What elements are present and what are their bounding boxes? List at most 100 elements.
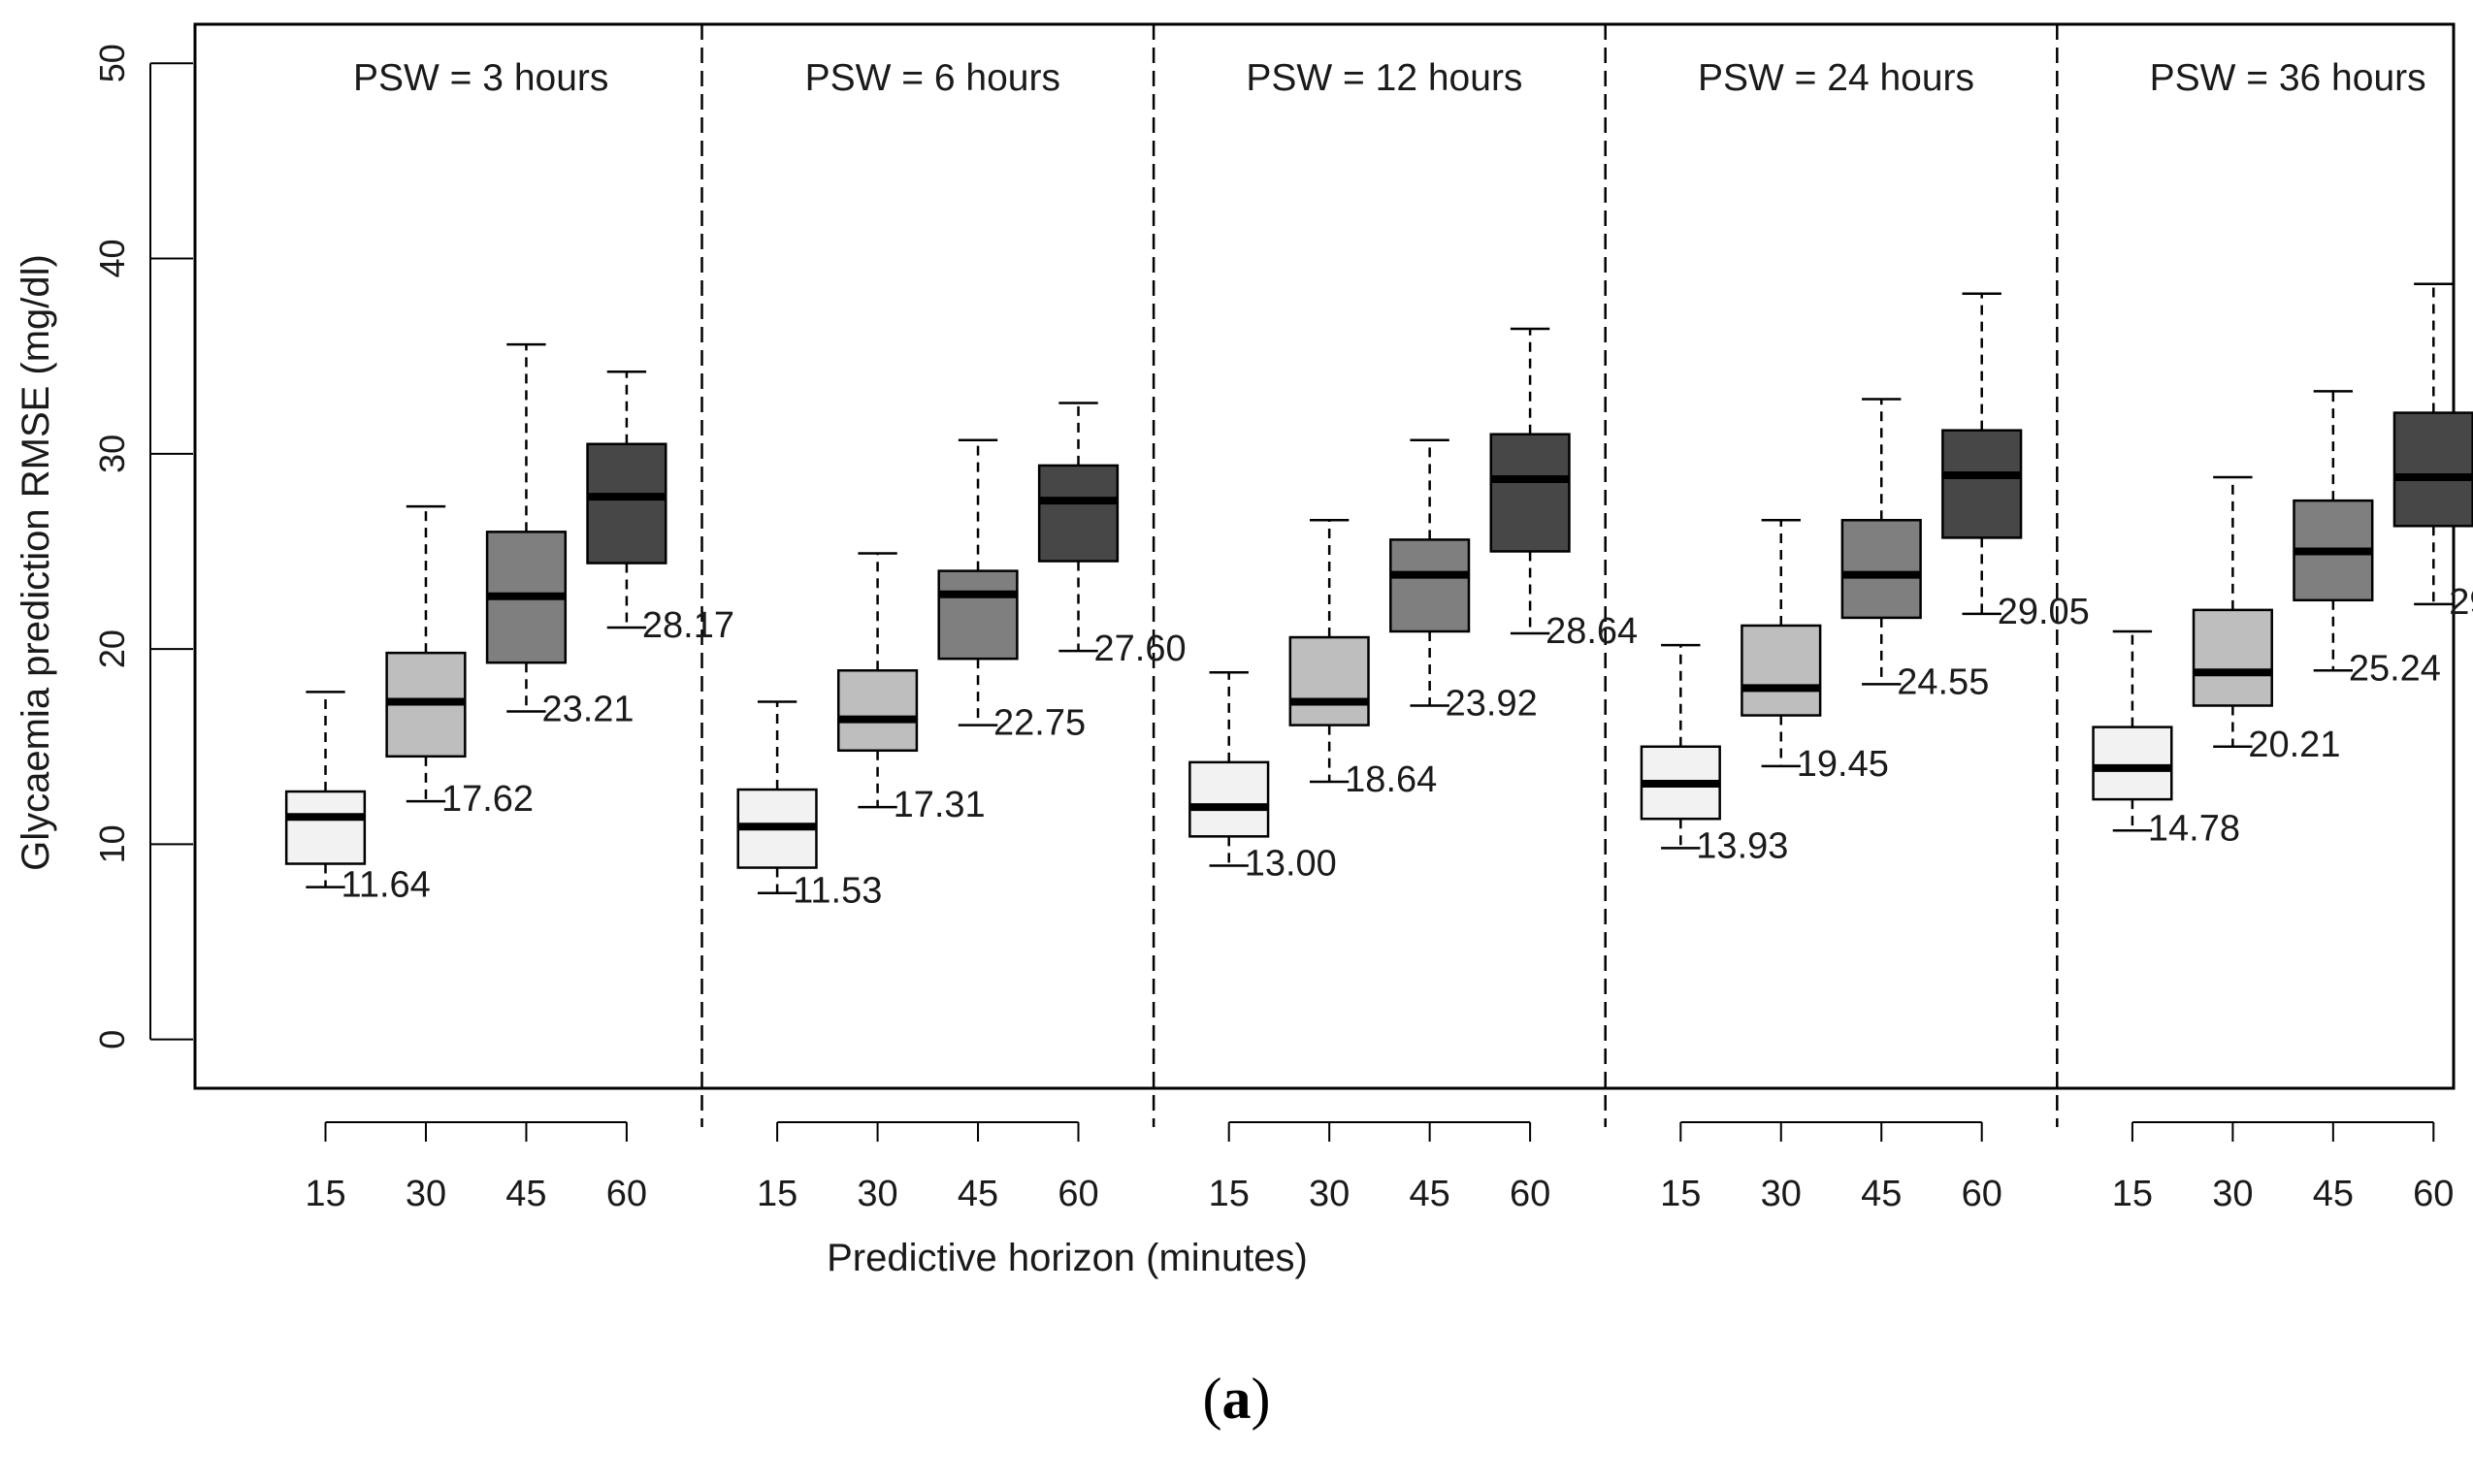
value-label: 20.21 bbox=[2248, 725, 2340, 765]
box-body bbox=[2392, 411, 2473, 528]
box-psw2-h60: 27.60 bbox=[1037, 402, 1187, 669]
value-label: 11.53 bbox=[793, 871, 882, 912]
x-tick-label: 60 bbox=[1510, 1174, 1550, 1214]
value-label: 23.21 bbox=[541, 690, 634, 730]
x-tick-label: 60 bbox=[606, 1174, 647, 1214]
value-label: 28.64 bbox=[1546, 611, 1638, 652]
box-body bbox=[1389, 538, 1471, 633]
y-tick-label: 30 bbox=[92, 435, 132, 473]
box-psw3-h30: 18.64 bbox=[1288, 519, 1437, 800]
plot-frame bbox=[193, 22, 2456, 1090]
box-body bbox=[2092, 726, 2173, 801]
box-psw4-h30: 19.45 bbox=[1741, 519, 1889, 785]
value-label: 19.45 bbox=[1797, 744, 1889, 785]
panel-dividers bbox=[700, 24, 2059, 1127]
value-label: 27.60 bbox=[1094, 629, 1187, 669]
x-tick-label: 45 bbox=[2313, 1174, 2354, 1214]
x-tick-label: 60 bbox=[1058, 1174, 1098, 1214]
box-psw4-h45: 24.55 bbox=[1840, 398, 1989, 702]
panel-title: PSW = 3 hours bbox=[353, 57, 608, 99]
value-label: 28.17 bbox=[642, 605, 734, 646]
x-tick-label: 45 bbox=[958, 1174, 998, 1214]
panel-title: PSW = 12 hours bbox=[1246, 57, 1522, 99]
y-tick-label: 10 bbox=[92, 824, 132, 863]
box-body bbox=[1489, 433, 1571, 553]
box-body bbox=[1741, 624, 1822, 717]
x-tick-label: 60 bbox=[1962, 1174, 2002, 1214]
x-tick-label: 45 bbox=[1861, 1174, 1902, 1214]
box-body bbox=[284, 790, 367, 865]
panel-title: PSW = 36 hours bbox=[2150, 57, 2426, 99]
box-psw1-h30: 17.62 bbox=[385, 504, 534, 820]
box-body bbox=[1941, 429, 2023, 539]
x-tick-label: 45 bbox=[505, 1174, 546, 1214]
box-psw5-h60: 29.68 bbox=[2392, 282, 2473, 623]
box-psw1-h60: 28.17 bbox=[586, 371, 734, 646]
y-tick-label: 50 bbox=[92, 44, 132, 82]
x-tick-label: 30 bbox=[1309, 1174, 1350, 1214]
x-axis-label: Predictive horizon (minutes) bbox=[827, 1237, 1308, 1279]
value-label: 23.92 bbox=[1446, 683, 1538, 724]
value-label: 13.93 bbox=[1696, 825, 1788, 866]
box-psw2-h15: 11.53 bbox=[736, 700, 882, 912]
box-psw3-h60: 28.64 bbox=[1489, 327, 1638, 652]
x-tick-label: 30 bbox=[1761, 1174, 1802, 1214]
x-tick-label: 30 bbox=[857, 1174, 897, 1214]
y-tick-label: 40 bbox=[92, 240, 132, 278]
box-psw1-h45: 23.21 bbox=[485, 342, 635, 730]
x-tick-label: 15 bbox=[1660, 1174, 1701, 1214]
caption-open: ( bbox=[1202, 1367, 1222, 1431]
value-label: 29.05 bbox=[1998, 592, 2090, 632]
box-psw1-h15: 11.64 bbox=[284, 691, 431, 906]
box-psw3-h15: 13.00 bbox=[1188, 671, 1337, 885]
box-body bbox=[1188, 760, 1270, 838]
y-axis: 0 10 20 30 40 50 bbox=[92, 44, 193, 1049]
box-body bbox=[1288, 635, 1370, 726]
caption-letter: a bbox=[1221, 1367, 1252, 1431]
box-psw2-h45: 22.75 bbox=[937, 438, 1086, 744]
x-tick-label: 30 bbox=[406, 1174, 446, 1214]
box-body bbox=[836, 669, 919, 753]
box-psw5-h45: 25.24 bbox=[2293, 390, 2441, 689]
boxplot-chart: 0 10 20 30 40 50 15 30 45 60 15 30 45 60 15 30 45 60 15 30… bbox=[15, 22, 2473, 1279]
box-body bbox=[1840, 519, 1922, 620]
caption-close: ) bbox=[1251, 1367, 1271, 1431]
x-tick-label: 45 bbox=[1409, 1174, 1449, 1214]
panel-title: PSW = 24 hours bbox=[1698, 57, 1974, 99]
box-body bbox=[2192, 608, 2273, 707]
x-tick-label: 15 bbox=[2112, 1174, 2153, 1214]
x-tick-label: 15 bbox=[757, 1174, 797, 1214]
box-body bbox=[1037, 464, 1120, 563]
x-tick-label: 15 bbox=[305, 1174, 345, 1214]
panel-title: PSW = 6 hours bbox=[805, 57, 1060, 99]
panel-psw-1: PSW = 3 hours 11.64 17.62 23.21 28.17 bbox=[284, 57, 734, 906]
value-label: 29.68 bbox=[2449, 582, 2473, 623]
value-label: 24.55 bbox=[1897, 661, 1989, 702]
box-psw3-h45: 23.92 bbox=[1389, 438, 1538, 724]
value-label: 11.64 bbox=[342, 865, 431, 906]
value-label: 25.24 bbox=[2349, 648, 2441, 689]
y-tick-label: 20 bbox=[92, 629, 132, 668]
x-tick-label: 30 bbox=[2212, 1174, 2253, 1214]
value-label: 17.62 bbox=[441, 779, 534, 820]
box-psw2-h30: 17.31 bbox=[836, 552, 986, 825]
box-psw4-h15: 13.93 bbox=[1640, 643, 1788, 866]
x-tick-label: 15 bbox=[1209, 1174, 1250, 1214]
value-label: 18.64 bbox=[1345, 759, 1437, 800]
value-label: 17.31 bbox=[894, 785, 986, 825]
value-label: 22.75 bbox=[993, 703, 1086, 744]
box-psw4-h60: 29.05 bbox=[1941, 292, 2090, 632]
box-psw5-h30: 20.21 bbox=[2192, 475, 2340, 765]
value-label: 14.78 bbox=[2148, 808, 2240, 849]
value-label: 13.00 bbox=[1245, 844, 1337, 885]
x-axis: 15 30 45 60 15 30 45 60 15 30 45 60 15 30 45 60 15 30 45 60 bbox=[305, 1121, 2454, 1214]
y-axis-label: Glycaemia prediction RMSE (mg/dl) bbox=[15, 254, 57, 871]
box-psw5-h15: 14.78 bbox=[2092, 629, 2240, 849]
box-body bbox=[586, 442, 667, 565]
figure-caption: (a) bbox=[0, 1366, 2473, 1433]
y-tick-label: 0 bbox=[92, 1030, 132, 1049]
